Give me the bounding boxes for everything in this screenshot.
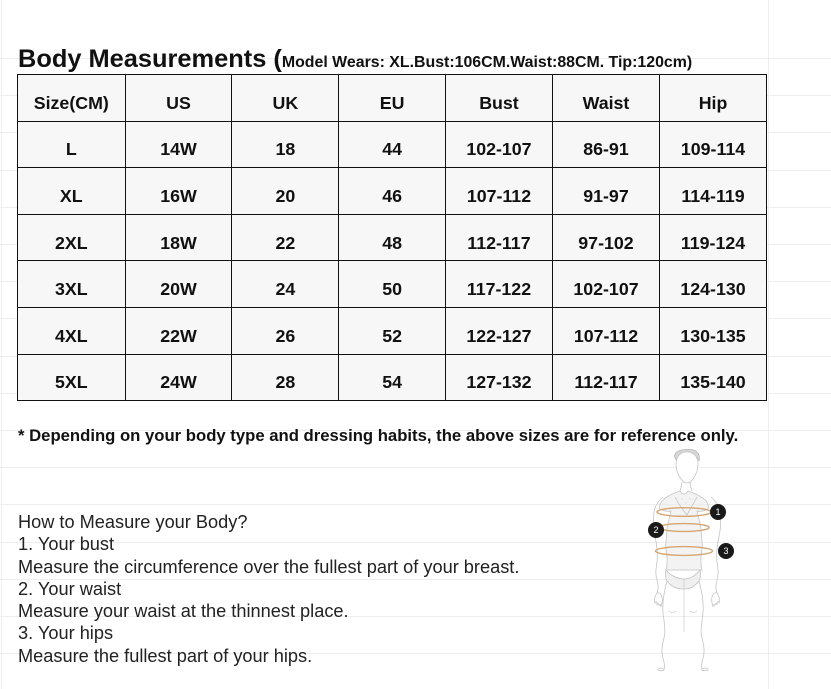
svg-text:3: 3: [723, 546, 728, 556]
svg-text:2: 2: [653, 525, 658, 535]
svg-text:1: 1: [715, 507, 720, 517]
